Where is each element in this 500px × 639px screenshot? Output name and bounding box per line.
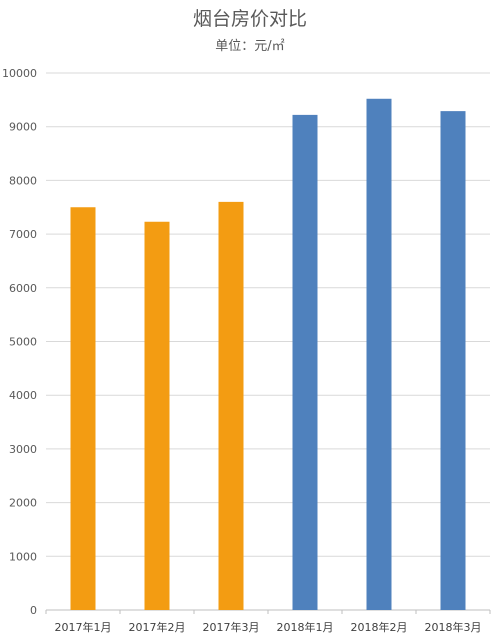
y-tick-label: 1000 — [9, 550, 37, 563]
bar — [70, 207, 96, 610]
x-tick-label: 2018年3月 — [425, 620, 482, 634]
y-tick-label: 7000 — [9, 228, 37, 241]
bar — [292, 114, 318, 611]
y-tick-label: 0 — [30, 604, 37, 617]
y-tick-label: 8000 — [9, 174, 37, 187]
y-tick-label: 3000 — [9, 443, 37, 456]
x-tick-label: 2018年1月 — [277, 620, 334, 634]
bar — [440, 111, 466, 610]
bar — [144, 221, 170, 610]
bar — [218, 201, 244, 610]
y-tick-label: 6000 — [9, 282, 37, 295]
x-tick-label: 2017年1月 — [55, 620, 112, 634]
y-tick-label: 4000 — [9, 389, 37, 402]
y-tick-label: 10000 — [2, 67, 37, 80]
chart-title: 烟台房价对比 — [192, 8, 307, 30]
x-tick-label: 2017年3月 — [203, 620, 260, 634]
chart-subtitle: 单位：元/㎡ — [215, 39, 285, 54]
x-tick-label: 2017年2月 — [129, 620, 186, 634]
y-tick-label: 5000 — [9, 336, 37, 349]
y-tick-label: 2000 — [9, 497, 37, 510]
bar — [366, 98, 392, 610]
x-tick-label: 2018年2月 — [351, 620, 408, 634]
y-tick-label: 9000 — [9, 121, 37, 134]
